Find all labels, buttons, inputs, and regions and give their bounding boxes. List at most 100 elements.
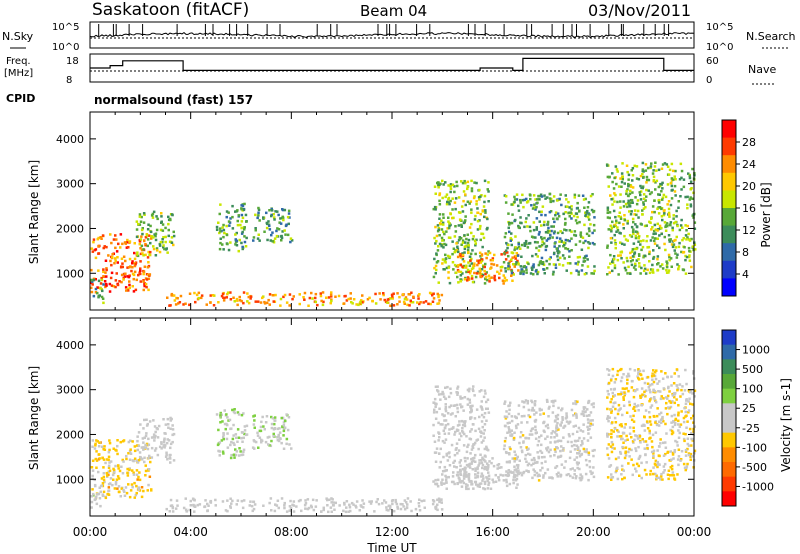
echo-cell (269, 444, 273, 448)
echo-cell (593, 216, 596, 219)
echo-cell (651, 263, 654, 267)
echo-cell (689, 455, 692, 458)
echo-cell (614, 378, 618, 381)
echo-cell (433, 266, 436, 270)
echo-cell (533, 240, 537, 244)
echo-cell (573, 443, 576, 447)
echo-cell (215, 225, 219, 229)
echo-cell (483, 465, 487, 469)
echo-cell (574, 439, 578, 443)
echo-cell (613, 416, 617, 420)
echo-cell (154, 238, 158, 242)
colorbar-frame (721, 329, 737, 507)
echo-cell (478, 390, 481, 393)
echo-cell (102, 490, 106, 494)
echo-cell (666, 473, 670, 476)
echo-cell (263, 428, 266, 431)
echo-cell (525, 217, 528, 220)
echo-cell (271, 417, 275, 420)
echo-cell (660, 472, 663, 476)
echo-cell (418, 293, 421, 296)
echo-cell (626, 239, 629, 242)
echo-cell (659, 418, 663, 422)
echo-cell (517, 241, 520, 245)
echo-cell (628, 205, 632, 208)
echo-cell (592, 272, 595, 275)
echo-cell (108, 448, 111, 452)
echo-cell (439, 460, 442, 464)
echo-cell (172, 230, 175, 234)
echo-cell (644, 453, 647, 456)
echo-cell (401, 503, 404, 506)
echo-cell (221, 243, 224, 246)
echo-cell (417, 505, 421, 508)
echo-cell (559, 474, 563, 477)
echo-cell (570, 217, 573, 220)
echo-cell (641, 161, 645, 165)
echo-cell (659, 478, 662, 481)
echo-cell (606, 164, 609, 167)
echo-cell (645, 224, 648, 227)
echo-cell (100, 477, 104, 480)
echo-cell (140, 495, 144, 499)
echo-cell (528, 225, 532, 229)
echo-cell (272, 432, 275, 436)
echo-cell (526, 421, 529, 424)
echo-cell (536, 241, 539, 244)
echo-cell (629, 251, 632, 255)
echo-cell (436, 508, 439, 512)
echo-cell (441, 390, 444, 394)
echo-cell (453, 465, 456, 468)
echo-cell (541, 240, 544, 244)
echo-cell (142, 427, 145, 430)
echo-cell (330, 501, 333, 504)
echo-cell (432, 434, 435, 437)
echo-cell (133, 496, 136, 499)
echo-cell (238, 238, 241, 242)
echo-cell (504, 267, 507, 270)
echo-cell (520, 473, 524, 477)
echo-cell (639, 222, 643, 226)
echo-cell (680, 176, 683, 180)
echo-cell (647, 245, 651, 249)
echo-cell (155, 228, 159, 232)
echo-cell (538, 435, 541, 439)
echo-cell (648, 399, 651, 403)
colorbar-tick-label: 24 (742, 158, 756, 171)
echo-cell (579, 429, 582, 432)
echo-cell (392, 304, 396, 307)
echo-cell (273, 237, 277, 240)
echo-cell (473, 271, 476, 275)
echo-cell (138, 242, 141, 246)
echo-cell (667, 253, 671, 257)
echo-cell (545, 239, 549, 242)
echo-cell (587, 400, 590, 403)
freq-right-tick-bottom: 0 (706, 75, 712, 86)
echo-cell (679, 195, 682, 198)
echo-cell (627, 372, 630, 376)
echo-cell (680, 188, 683, 191)
echo-cell (583, 259, 587, 263)
echo-cell (117, 467, 120, 470)
echo-cell (136, 251, 139, 254)
echo-cell (325, 497, 328, 500)
echo-cell (271, 240, 274, 243)
echo-cell (573, 469, 576, 472)
echo-cell (556, 231, 560, 235)
echo-cell (568, 239, 571, 243)
echo-cell (632, 220, 635, 224)
echo-cell (662, 471, 665, 474)
echo-cell (668, 258, 671, 262)
echo-cell (648, 252, 651, 256)
echo-cell (551, 430, 555, 433)
echo-cell (612, 257, 616, 261)
echo-cell (540, 443, 543, 447)
echo-cell (315, 499, 318, 502)
echo-cell (658, 413, 661, 416)
echo-cell (461, 241, 465, 244)
echo-cell (152, 247, 156, 251)
echo-cell (171, 424, 174, 427)
echo-cell (386, 298, 390, 301)
echo-cell (240, 499, 244, 503)
echo-cell (548, 210, 552, 214)
